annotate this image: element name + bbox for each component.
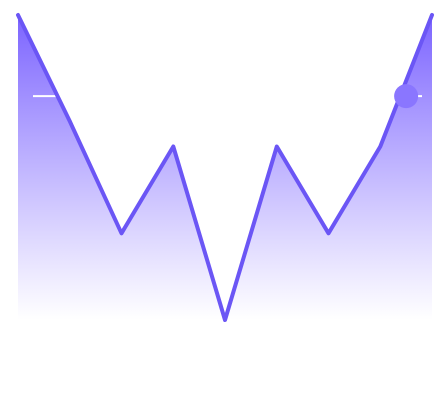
highlight-marker[interactable] xyxy=(394,84,419,109)
series-line xyxy=(16,13,434,322)
area-fill xyxy=(18,15,432,320)
